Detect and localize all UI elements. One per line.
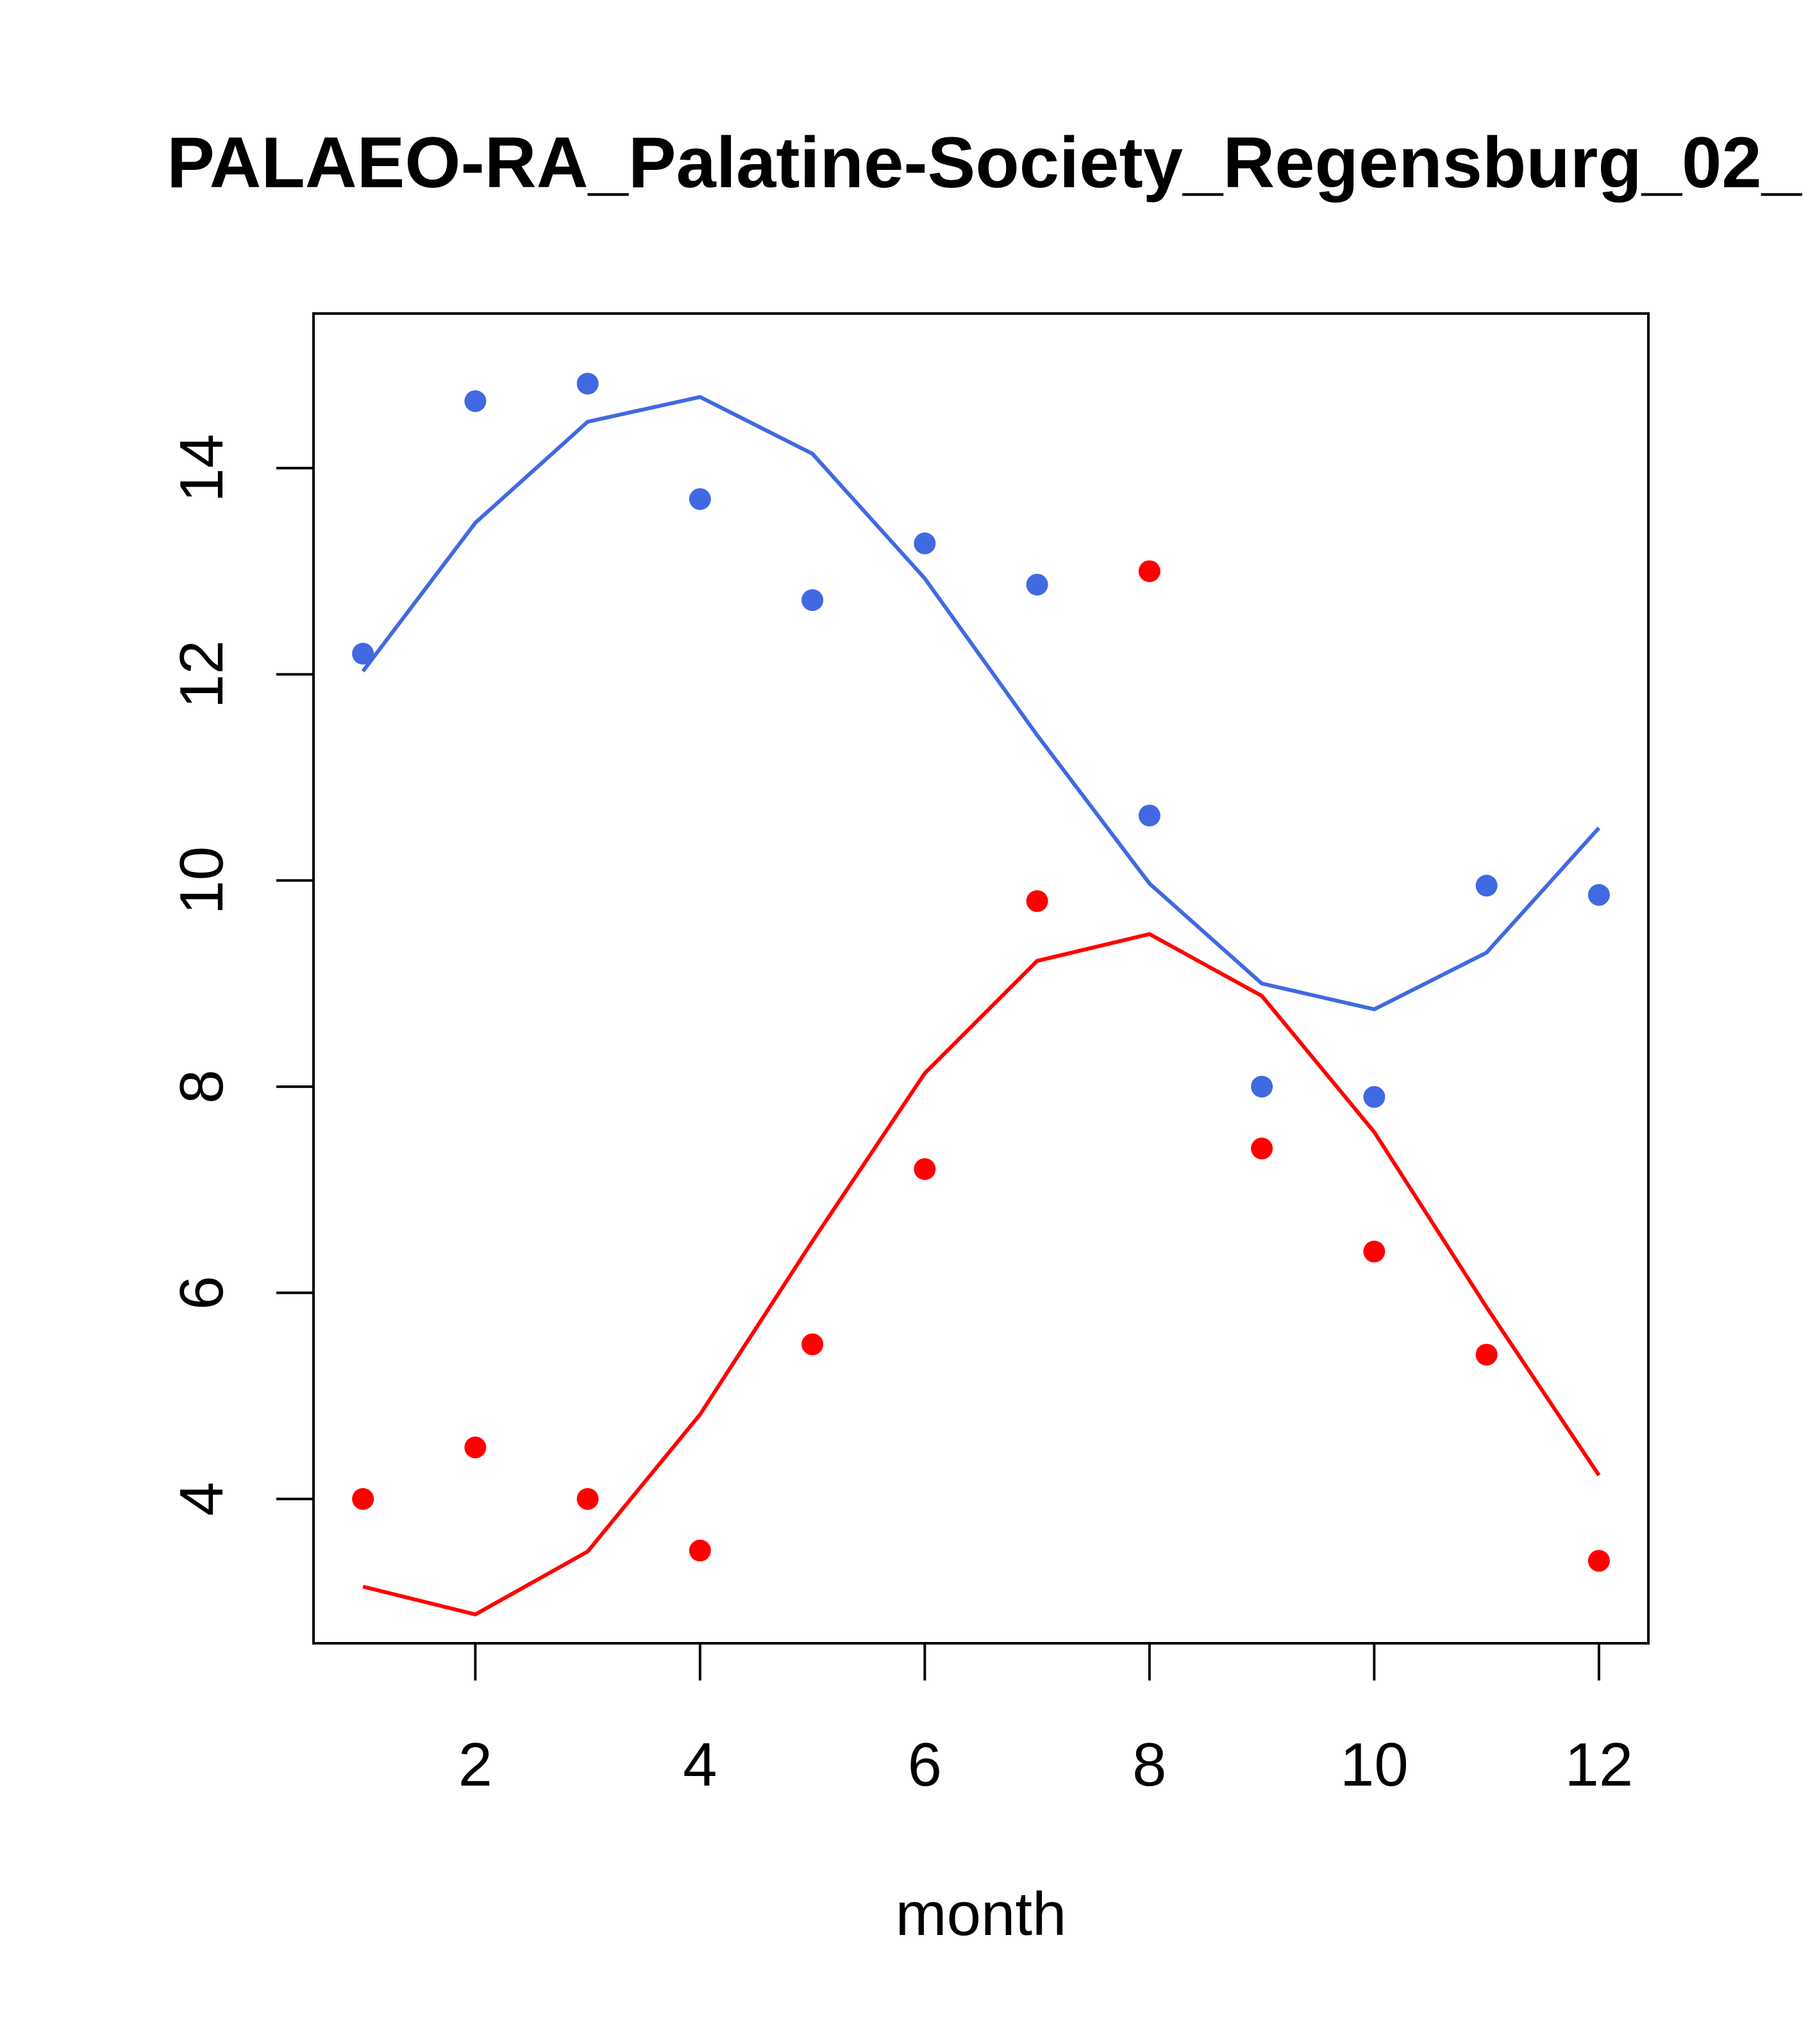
blue-point	[689, 488, 711, 510]
blue-point	[914, 532, 936, 555]
y-tick-label: 4	[167, 1482, 236, 1516]
x-tick-label: 2	[458, 1730, 492, 1799]
red-point	[689, 1539, 711, 1562]
blue-point	[464, 390, 487, 412]
red-point	[1138, 560, 1160, 582]
series	[352, 373, 1610, 1616]
series-blue-points	[352, 373, 1610, 1108]
red-point	[1587, 1550, 1610, 1572]
chart-title: PALAEO-RA_Palatine-Society_Regensburg_02…	[167, 122, 1803, 203]
blue-point	[801, 589, 824, 611]
blue-point	[1138, 804, 1160, 826]
series-red-curve	[362, 932, 1601, 1616]
series-blue-curve	[361, 395, 1601, 1012]
blue-curve-line	[361, 395, 1601, 1012]
blue-point	[1363, 1085, 1386, 1108]
red-point	[914, 1158, 936, 1180]
red-point	[1026, 890, 1048, 912]
axes: 2 4 6 8 10 12 4 6 8 10 12 14	[167, 434, 1633, 1799]
x-tick-label: 12	[1564, 1730, 1633, 1799]
x-tick-label: 8	[1132, 1730, 1166, 1799]
x-tick-label: 6	[908, 1730, 942, 1799]
blue-point	[1026, 573, 1048, 596]
blue-point	[1251, 1075, 1273, 1098]
blue-point	[1587, 884, 1610, 906]
blue-point	[1475, 875, 1498, 897]
red-point	[1475, 1343, 1498, 1366]
red-point	[352, 1487, 374, 1510]
blue-point	[576, 373, 599, 395]
x-axis-label: month	[896, 1880, 1067, 1948]
plot-frame	[312, 312, 1650, 1645]
red-point	[576, 1487, 599, 1510]
y-tick-label: 12	[167, 640, 236, 708]
blue-point	[352, 642, 374, 665]
y-tick-label: 8	[167, 1069, 236, 1103]
red-point	[1251, 1137, 1273, 1160]
red-point	[801, 1333, 824, 1355]
x-tick-label: 10	[1340, 1730, 1409, 1799]
y-tick-label: 6	[167, 1276, 236, 1310]
x-tick-label: 4	[683, 1730, 717, 1799]
red-curve-line	[362, 932, 1601, 1616]
y-tick-label: 14	[167, 434, 236, 503]
red-point	[464, 1436, 487, 1459]
y-tick-label: 10	[167, 846, 236, 915]
red-point	[1363, 1241, 1386, 1263]
series-red-points	[352, 560, 1610, 1572]
